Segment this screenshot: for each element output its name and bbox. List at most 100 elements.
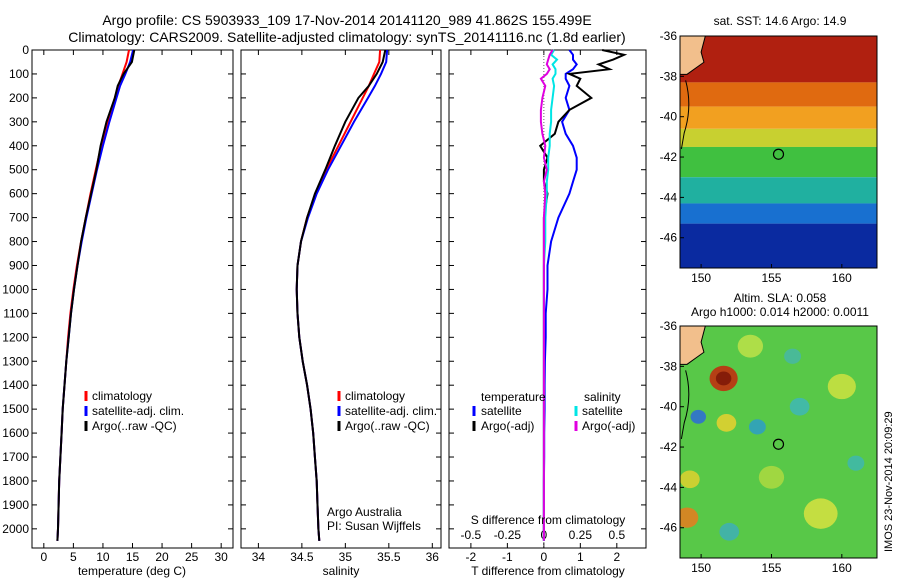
y-tick-label: 200 — [9, 91, 29, 105]
sla-anomaly-2 — [715, 371, 732, 386]
y-tick-label: 1700 — [2, 450, 29, 464]
x-tick-label: 0 — [40, 550, 47, 564]
land-mass — [680, 36, 706, 75]
coastline — [680, 370, 690, 440]
sla-anomaly-8 — [737, 334, 764, 358]
temperature-frame — [31, 49, 234, 549]
argo-position-marker — [772, 438, 785, 450]
map-y-tick-label: -46 — [660, 521, 678, 535]
diff-series-1 — [542, 49, 578, 541]
x-tick-label: 20 — [155, 550, 169, 564]
map-y-tick-label: -40 — [660, 110, 678, 124]
sst-band-4 — [680, 128, 877, 147]
map-x-tick-label: 150 — [691, 561, 711, 575]
sla-anomaly-3 — [680, 507, 699, 528]
legend-label: Argo(..raw -QC) — [345, 419, 430, 433]
sla-anomaly-15 — [784, 348, 802, 364]
map-y-tick-label: -38 — [660, 69, 678, 83]
legend-label: satellite-adj. clim. — [92, 404, 184, 418]
s-tick-label: 0.25 — [569, 528, 593, 542]
s-tick-label: -0.25 — [494, 528, 522, 542]
y-tick-label: 100 — [9, 67, 29, 81]
sla-anomaly-11 — [748, 419, 766, 435]
sla-anomaly-7 — [827, 373, 856, 400]
s-difference-label: S difference from climatology — [471, 513, 626, 527]
legend-title-salinity: salinity — [584, 390, 621, 404]
sla-anomaly-5 — [680, 470, 700, 489]
x-tick-label: 1 — [577, 550, 584, 564]
x-tick-label: 10 — [96, 550, 110, 564]
x-tick-label: 35.5 — [377, 550, 401, 564]
map-y-tick-label: -44 — [660, 480, 678, 494]
sst-band-2 — [680, 82, 877, 107]
imos-stamp: IMOS 23-Nov-2014 20:09:29 — [883, 411, 895, 552]
legend-label: Argo(..raw -QC) — [92, 419, 177, 433]
x-tick-label: 15 — [126, 550, 140, 564]
sla-anomaly-13 — [847, 455, 865, 471]
x-tick-label: 2 — [613, 550, 620, 564]
y-tick-label: 0 — [22, 43, 29, 57]
legend-label: climatology — [345, 389, 405, 403]
sla-anomaly-10 — [690, 409, 707, 424]
sst-map-title: sat. SST: 14.6 Argo: 14.9 — [714, 14, 847, 28]
legend-label: Argo(-adj) — [481, 419, 534, 433]
y-tick-label: 1500 — [2, 402, 29, 416]
x-tick-label: 35 — [339, 550, 353, 564]
x-tick-label: -2 — [466, 550, 477, 564]
x-tick-label: 34 — [252, 550, 266, 564]
x-tick-label: 34.5 — [290, 550, 314, 564]
y-tick-label: 1600 — [2, 426, 29, 440]
legend-label: Argo(-adj) — [582, 419, 635, 433]
salinity-xlabel: salinity — [323, 564, 360, 578]
legend-label: satellite — [582, 404, 623, 418]
salinity-panel: 34 34.5 35 35.5 36 climatologysatellite-adj. … — [240, 49, 442, 564]
y-tick-label: 1900 — [2, 498, 29, 512]
diff-series-4 — [539, 49, 554, 541]
map-frame — [679, 35, 878, 269]
y-tick-label: 1100 — [3, 306, 29, 320]
title-line-2: Climatology: CARS2009. Satellite-adjuste… — [68, 29, 625, 45]
difference-frame — [448, 49, 647, 549]
map-x-tick-label: 155 — [761, 561, 781, 575]
legend-title-temperature: temperature — [481, 390, 546, 404]
sst-map: 150 155 160 -36 -38 -40 -42 -44 -46 — [660, 29, 878, 285]
map-y-tick-label: -42 — [660, 150, 678, 164]
coastline — [680, 80, 690, 150]
y-tick-label: 1000 — [2, 282, 29, 296]
sst-band-3 — [680, 106, 877, 129]
x-tick-label: 36 — [426, 550, 440, 564]
series-line-2 — [56, 49, 135, 541]
map-y-tick-label: -44 — [660, 190, 678, 204]
y-tick-label: 500 — [9, 163, 29, 177]
y-tick-label: 700 — [9, 211, 29, 225]
diff-series-2 — [538, 49, 628, 541]
x-tick-label: 0 — [541, 550, 548, 564]
title-line-1: Argo profile: CS 5903933_109 17-Nov-2014… — [102, 12, 591, 28]
temperature-panel: 0 5 10 15 20 25 300100200300400500600700800900… — [2, 43, 234, 564]
x-tick-label: 30 — [214, 550, 228, 564]
map-frame — [679, 325, 878, 559]
y-tick-label: 400 — [9, 139, 29, 153]
sla-anomaly-12 — [789, 397, 810, 416]
y-tick-label: 1800 — [2, 474, 29, 488]
map-x-tick-label: 150 — [691, 271, 711, 285]
s-tick-label: 0.5 — [608, 528, 625, 542]
map-body — [680, 326, 877, 558]
annotation-line-2: PI: Susan Wijffels — [327, 519, 421, 533]
y-tick-label: 2000 — [2, 522, 29, 536]
map-x-tick-label: 155 — [761, 271, 781, 285]
map-x-tick-label: 160 — [832, 561, 852, 575]
sst-band-7 — [680, 203, 877, 224]
y-tick-label: 1200 — [2, 330, 29, 344]
sst-band-1 — [680, 36, 877, 83]
difference-xlabel: T difference from climatology — [471, 564, 625, 578]
sst-band-8 — [680, 223, 877, 268]
sla-anomaly-14 — [719, 522, 740, 541]
sla-map: 150 155 160 -36 -38 -40 -42 -44 -46 — [660, 319, 878, 575]
sla-anomaly-6 — [803, 498, 838, 529]
map-y-tick-label: -36 — [660, 29, 678, 43]
salinity-frame — [240, 49, 442, 549]
map-y-tick-label: -36 — [660, 319, 678, 333]
map-x-tick-label: 160 — [832, 271, 852, 285]
